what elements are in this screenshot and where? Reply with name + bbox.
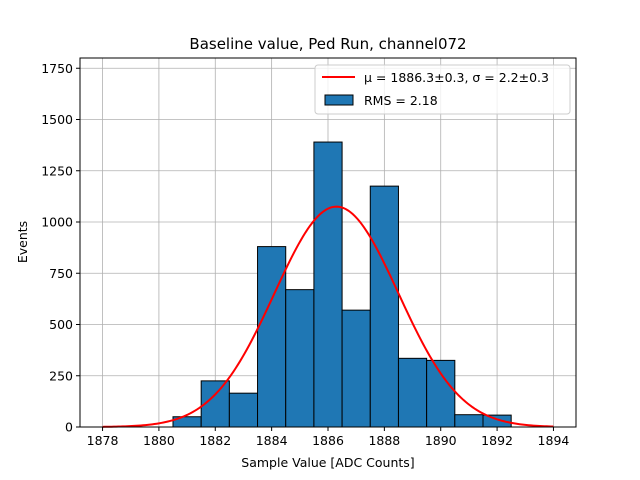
legend-fit-label: μ = 1886.3±0.3, σ = 2.2±0.3 bbox=[364, 70, 549, 85]
y-tick-label: 0 bbox=[65, 420, 73, 435]
histogram-bar bbox=[257, 246, 287, 428]
legend-box bbox=[314, 64, 571, 115]
histogram-bar bbox=[285, 289, 315, 428]
y-tick-label: 1000 bbox=[41, 215, 73, 230]
y-tick-label: 250 bbox=[49, 368, 73, 383]
y-tick-label: 750 bbox=[49, 266, 73, 281]
histogram-bar bbox=[454, 414, 484, 428]
histogram-bar bbox=[369, 185, 399, 428]
y-tick-label: 500 bbox=[49, 317, 73, 332]
histogram-bar bbox=[397, 357, 428, 428]
histogram-bar bbox=[228, 392, 259, 428]
x-tick-label: 1888 bbox=[368, 433, 400, 448]
x-tick-label: 1878 bbox=[87, 433, 119, 448]
x-axis-ticks: 1878 1880 1882 1884 1886 1888 1890 1892 1894 bbox=[87, 427, 570, 448]
legend-hist-label: RMS = 2.18 bbox=[364, 93, 438, 108]
y-axis-ticks: 0 250 500 750 1000 1250 1500 1750 bbox=[41, 61, 80, 435]
legend-hist-swatch bbox=[324, 94, 354, 106]
histogram-bar bbox=[313, 141, 343, 428]
x-axis-label: Sample Value [ADC Counts] bbox=[241, 455, 414, 470]
x-tick-label: 1880 bbox=[143, 433, 175, 448]
y-tick-label: 1750 bbox=[41, 61, 73, 76]
histogram-bar bbox=[341, 309, 371, 428]
x-tick-label: 1882 bbox=[199, 433, 231, 448]
fit-curve bbox=[102, 205, 554, 428]
x-tick-label: 1884 bbox=[256, 433, 288, 448]
x-tick-label: 1886 bbox=[312, 433, 344, 448]
histogram-bar bbox=[426, 359, 456, 428]
x-tick-label: 1892 bbox=[481, 433, 513, 448]
y-tick-label: 1500 bbox=[41, 112, 73, 127]
x-tick-label: 1890 bbox=[425, 433, 457, 448]
legend: μ = 1886.3±0.3, σ = 2.2±0.3 RMS = 2.18 bbox=[314, 64, 571, 115]
y-tick-label: 1250 bbox=[41, 163, 73, 178]
chart-title: Baseline value, Ped Run, channel072 bbox=[189, 35, 466, 53]
y-axis-label: Events bbox=[15, 221, 30, 263]
x-tick-label: 1894 bbox=[538, 433, 570, 448]
